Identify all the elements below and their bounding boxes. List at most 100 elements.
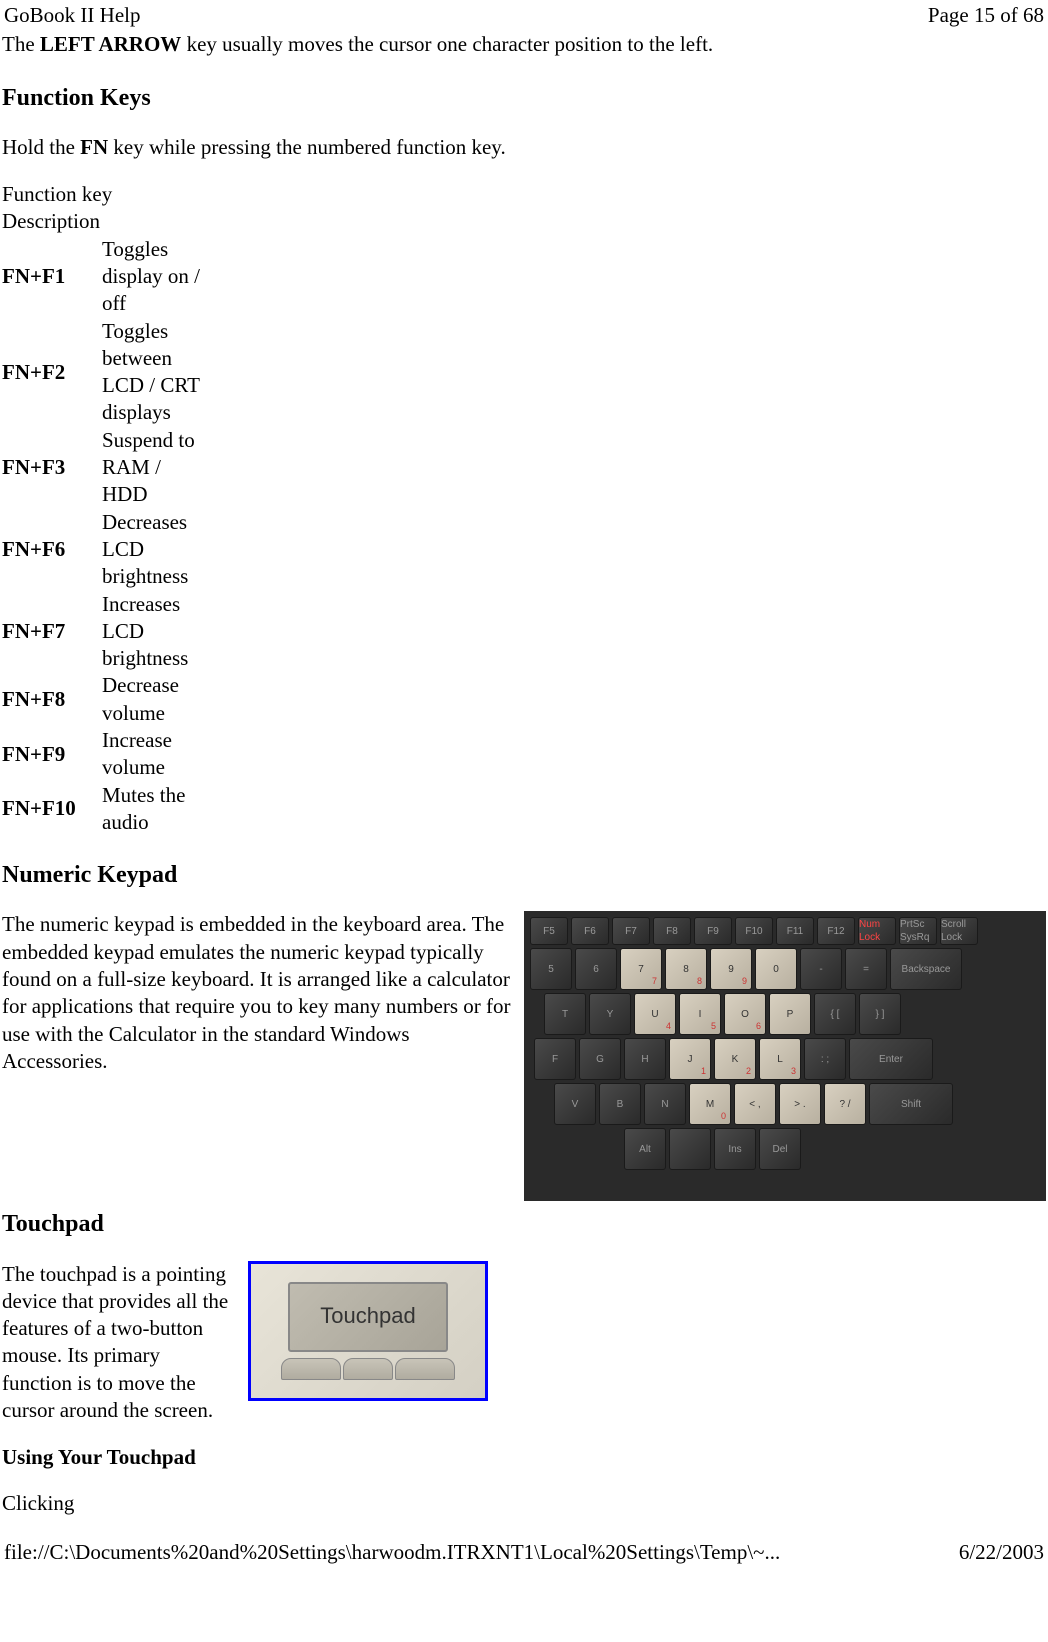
numeric-keypad-section: The numeric keypad is embedded in the ke… <box>2 911 1046 1201</box>
table-row: FN+F7 Increases LCD brightness <box>2 591 1046 673</box>
kb-key: F5 <box>530 917 568 945</box>
kb-key: N <box>644 1083 686 1125</box>
table-row: FN+F2 Toggles between LCD / CRT displays <box>2 318 1046 427</box>
kb-key: Scroll Lock <box>940 917 978 945</box>
touchpad-left-button <box>281 1358 341 1380</box>
table-row: FN+F10 Mutes the audio <box>2 782 1046 837</box>
kb-key-highlight: < , <box>734 1083 776 1125</box>
table-header-col1: Function key <box>2 181 1046 208</box>
kb-key: B <box>599 1083 641 1125</box>
kb-key: 5 <box>530 948 572 990</box>
kb-key-highlight: L3 <box>759 1038 801 1080</box>
touchpad-section: The touchpad is a pointing device that p… <box>2 1261 1046 1425</box>
table-row: FN+F8 Decrease volume <box>2 672 1046 727</box>
fn-key: FN+F3 <box>2 454 102 481</box>
kb-key: Alt <box>624 1128 666 1170</box>
kb-key-enter: Enter <box>849 1038 933 1080</box>
kb-key: F6 <box>571 917 609 945</box>
kb-key: F11 <box>776 917 814 945</box>
kb-key: = <box>845 948 887 990</box>
kb-key: F7 <box>612 917 650 945</box>
fn-desc: Toggles display on / off <box>102 236 202 318</box>
kb-key-highlight: K2 <box>714 1038 756 1080</box>
kb-key-highlight: M0 <box>689 1083 731 1125</box>
kb-key: F9 <box>694 917 732 945</box>
kb-key: G <box>579 1038 621 1080</box>
kb-key-highlight: ? / <box>824 1083 866 1125</box>
fn-key: FN+F8 <box>2 686 102 713</box>
kb-key-highlight: P <box>769 993 811 1035</box>
kb-key: - <box>800 948 842 990</box>
page-footer: file://C:\Documents%20and%20Settings\har… <box>0 1537 1048 1568</box>
kb-key: F12 <box>817 917 855 945</box>
kb-key: F10 <box>735 917 773 945</box>
footer-date: 6/22/2003 <box>959 1539 1044 1566</box>
kb-key: H <box>624 1038 666 1080</box>
kb-key: Del <box>759 1128 801 1170</box>
file-path: file://C:\Documents%20and%20Settings\har… <box>4 1539 780 1566</box>
numeric-keypad-heading: Numeric Keypad <box>2 860 1046 891</box>
intro-paragraph: The LEFT ARROW key usually moves the cur… <box>2 31 1046 58</box>
kb-key-highlight: 99 <box>710 948 752 990</box>
page-header: GoBook II Help Page 15 of 68 <box>0 0 1048 31</box>
function-keys-description: Hold the FN key while pressing the numbe… <box>2 134 1046 161</box>
kb-key-highlight: J1 <box>669 1038 711 1080</box>
kb-key: Ins <box>714 1128 756 1170</box>
kb-key-highlight: I5 <box>679 993 721 1035</box>
table-row: FN+F9 Increase volume <box>2 727 1046 782</box>
kb-key-backspace: Backspace <box>890 948 962 990</box>
fn-key: FN+F1 <box>2 263 102 290</box>
kb-key: } ] <box>859 993 901 1035</box>
fn-desc: Decreases LCD brightness <box>102 509 202 591</box>
numeric-keypad-text: The numeric keypad is embedded in the ke… <box>2 911 512 1201</box>
doc-title: GoBook II Help <box>4 2 140 29</box>
kb-key: 6 <box>575 948 617 990</box>
fn-key: FN+F9 <box>2 741 102 768</box>
clicking-text: Clicking <box>2 1490 1046 1517</box>
touchpad-text: The touchpad is a pointing device that p… <box>2 1261 232 1425</box>
table-header-col2: Description <box>2 208 1046 235</box>
touchpad-image: Touchpad <box>248 1261 488 1401</box>
kb-key: F <box>534 1038 576 1080</box>
kb-key: F8 <box>653 917 691 945</box>
kb-key: : ; <box>804 1038 846 1080</box>
table-row: FN+F1 Toggles display on / off <box>2 236 1046 318</box>
fn-key-label: FN <box>80 135 108 159</box>
table-row: FN+F3 Suspend to RAM / HDD <box>2 427 1046 509</box>
touchpad-right-button <box>395 1358 455 1380</box>
fn-key: FN+F6 <box>2 536 102 563</box>
kb-key-highlight: 77 <box>620 948 662 990</box>
fn-key: FN+F10 <box>2 795 102 822</box>
fn-desc: Toggles between LCD / CRT displays <box>102 318 202 427</box>
kb-key-highlight: O6 <box>724 993 766 1035</box>
left-arrow-label: LEFT ARROW <box>40 32 181 56</box>
kb-key: { [ <box>814 993 856 1035</box>
fn-desc: Increases LCD brightness <box>102 591 202 673</box>
kb-key: Y <box>589 993 631 1035</box>
touchpad-middle-button <box>343 1358 393 1380</box>
touchpad-surface: Touchpad <box>288 1282 448 1352</box>
fn-desc: Decrease volume <box>102 672 202 727</box>
table-row: FN+F6 Decreases LCD brightness <box>2 509 1046 591</box>
touchpad-buttons <box>281 1358 455 1380</box>
function-keys-table: Function key Description FN+F1 Toggles d… <box>2 181 1046 836</box>
kb-key: PrtSc SysRq <box>899 917 937 945</box>
touchpad-heading: Touchpad <box>2 1209 1046 1240</box>
page-indicator: Page 15 of 68 <box>928 2 1044 29</box>
keyboard-image: F5 F6 F7 F8 F9 F10 F11 F12 Num Lock PrtS… <box>524 911 1046 1201</box>
kb-key-shift: Shift <box>869 1083 953 1125</box>
kb-key: T <box>544 993 586 1035</box>
kb-key-highlight: > . <box>779 1083 821 1125</box>
fn-key: FN+F7 <box>2 618 102 645</box>
fn-key: FN+F2 <box>2 359 102 386</box>
table-header: Function key Description <box>2 181 1046 236</box>
kb-key <box>669 1128 711 1170</box>
kb-key-numlock: Num Lock <box>858 917 896 945</box>
kb-key-highlight: 0 <box>755 948 797 990</box>
kb-key-highlight: 88 <box>665 948 707 990</box>
kb-key-highlight: U4 <box>634 993 676 1035</box>
kb-key: V <box>554 1083 596 1125</box>
using-touchpad-heading: Using Your Touchpad <box>2 1444 1046 1471</box>
fn-desc: Increase volume <box>102 727 202 782</box>
fn-desc: Suspend to RAM / HDD <box>102 427 202 509</box>
